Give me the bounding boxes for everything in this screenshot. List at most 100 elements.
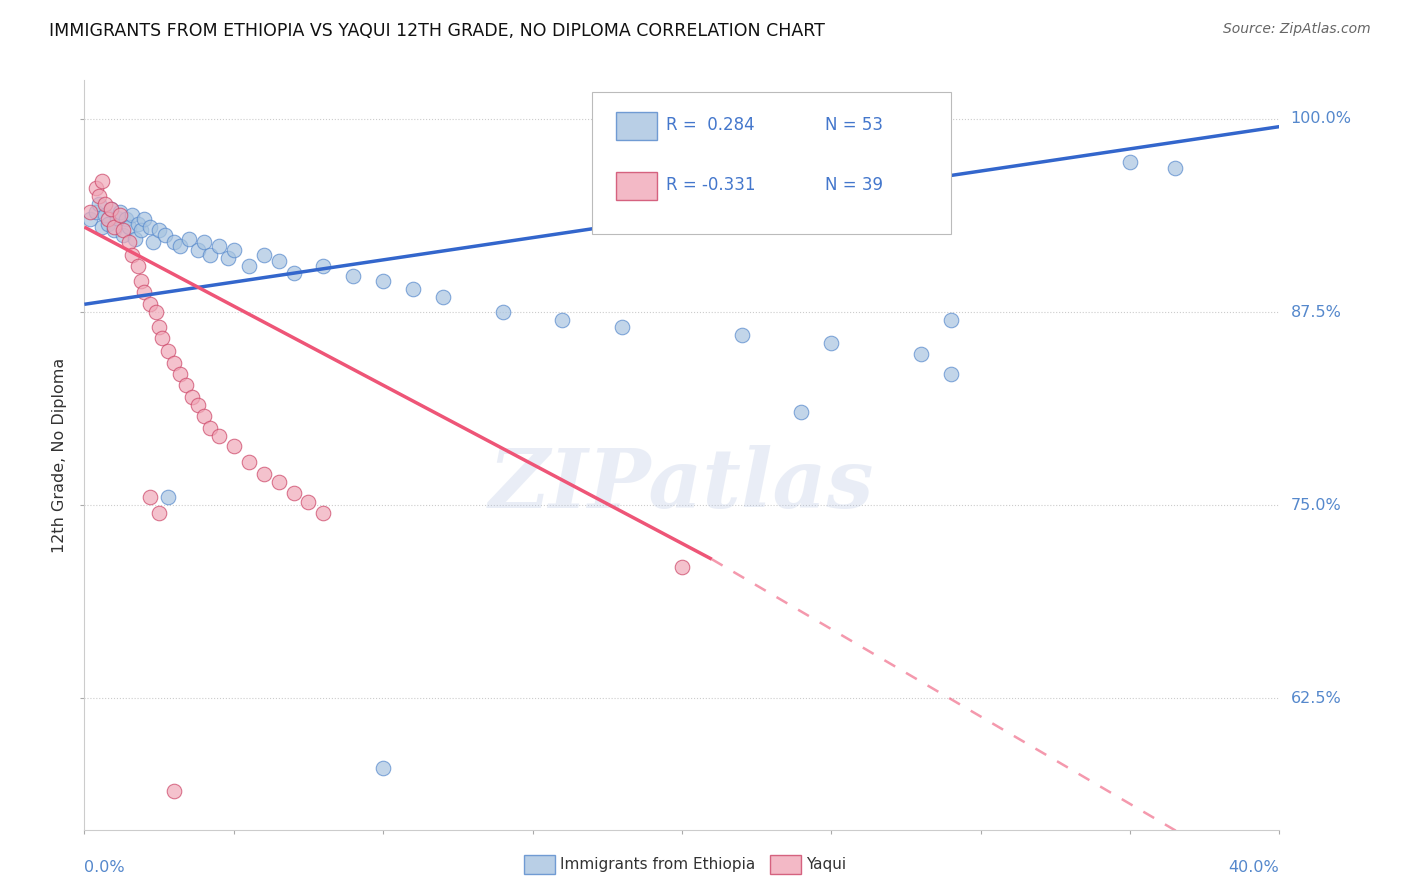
Point	[129, 223, 152, 237]
Point	[132, 212, 156, 227]
Point	[112, 227, 135, 242]
Point	[402, 282, 425, 296]
Point	[110, 208, 132, 222]
Point	[97, 217, 120, 231]
Point	[612, 320, 634, 334]
Point	[169, 238, 191, 252]
Point	[94, 208, 117, 222]
Point	[89, 189, 111, 203]
Point	[105, 211, 128, 225]
Point	[100, 202, 122, 216]
Point	[238, 259, 260, 273]
Point	[118, 220, 141, 235]
Point	[103, 223, 125, 237]
Text: R =  0.284: R = 0.284	[666, 116, 755, 134]
Point	[198, 421, 221, 435]
Point	[121, 208, 143, 222]
Point	[148, 320, 170, 334]
Text: 100.0%: 100.0%	[1291, 112, 1351, 127]
Text: 0.0%: 0.0%	[84, 860, 125, 875]
Point	[177, 232, 200, 246]
Point	[312, 259, 335, 273]
Point	[492, 305, 515, 319]
Point	[139, 297, 162, 311]
Point	[127, 217, 149, 231]
Point	[163, 356, 186, 370]
Point	[208, 428, 231, 442]
Point	[169, 367, 191, 381]
Point	[1164, 161, 1187, 176]
Point	[91, 174, 114, 188]
Point	[127, 259, 149, 273]
FancyBboxPatch shape	[616, 172, 657, 200]
Point	[238, 455, 260, 469]
Point	[267, 475, 290, 489]
Point	[312, 506, 335, 520]
Point	[118, 235, 141, 250]
Point	[110, 204, 132, 219]
Text: ZIPatlas: ZIPatlas	[489, 445, 875, 524]
Point	[267, 254, 290, 268]
Point	[187, 244, 209, 258]
Point	[939, 367, 962, 381]
Text: R = -0.331: R = -0.331	[666, 177, 756, 194]
Y-axis label: 12th Grade, No Diploma: 12th Grade, No Diploma	[52, 358, 67, 552]
Point	[163, 784, 186, 798]
Point	[181, 390, 204, 404]
Point	[193, 409, 215, 423]
Point	[373, 274, 395, 288]
Text: 87.5%: 87.5%	[1291, 304, 1341, 319]
Text: 75.0%: 75.0%	[1291, 498, 1341, 513]
Point	[103, 220, 125, 235]
Point	[731, 328, 754, 343]
Point	[148, 506, 170, 520]
Text: Source: ZipAtlas.com: Source: ZipAtlas.com	[1223, 22, 1371, 37]
Point	[150, 331, 173, 345]
Point	[97, 212, 120, 227]
Point	[129, 274, 152, 288]
Point	[1119, 155, 1142, 169]
Point	[145, 305, 167, 319]
Point	[432, 289, 454, 303]
Point	[79, 212, 101, 227]
Point	[208, 238, 231, 252]
Point	[94, 197, 117, 211]
Point	[217, 251, 239, 265]
Text: N = 53: N = 53	[825, 116, 883, 134]
Point	[139, 491, 162, 505]
Point	[174, 377, 197, 392]
Point	[910, 347, 932, 361]
Point	[148, 223, 170, 237]
Point	[86, 204, 108, 219]
FancyBboxPatch shape	[592, 92, 950, 234]
Point	[187, 398, 209, 412]
Point	[373, 761, 395, 775]
Point	[112, 223, 135, 237]
Text: N = 39: N = 39	[825, 177, 883, 194]
Point	[142, 235, 165, 250]
Point	[790, 405, 813, 419]
Point	[86, 181, 108, 195]
Point	[193, 235, 215, 250]
Point	[551, 312, 574, 326]
Point	[91, 220, 114, 235]
Point	[253, 248, 276, 262]
Point	[222, 244, 245, 258]
Point	[153, 227, 176, 242]
Point	[297, 495, 319, 509]
Point	[222, 439, 245, 453]
Point	[124, 232, 146, 246]
Point	[157, 491, 180, 505]
Text: Immigrants from Ethiopia: Immigrants from Ethiopia	[560, 857, 755, 871]
Point	[198, 248, 221, 262]
Text: Yaqui: Yaqui	[806, 857, 846, 871]
Point	[283, 266, 305, 280]
Point	[115, 212, 138, 227]
Text: IMMIGRANTS FROM ETHIOPIA VS YAQUI 12TH GRADE, NO DIPLOMA CORRELATION CHART: IMMIGRANTS FROM ETHIOPIA VS YAQUI 12TH G…	[49, 22, 825, 40]
Point	[671, 560, 693, 574]
Text: 40.0%: 40.0%	[1229, 860, 1279, 875]
Point	[163, 235, 186, 250]
Point	[132, 285, 156, 299]
Point	[939, 312, 962, 326]
Text: 62.5%: 62.5%	[1291, 690, 1341, 706]
